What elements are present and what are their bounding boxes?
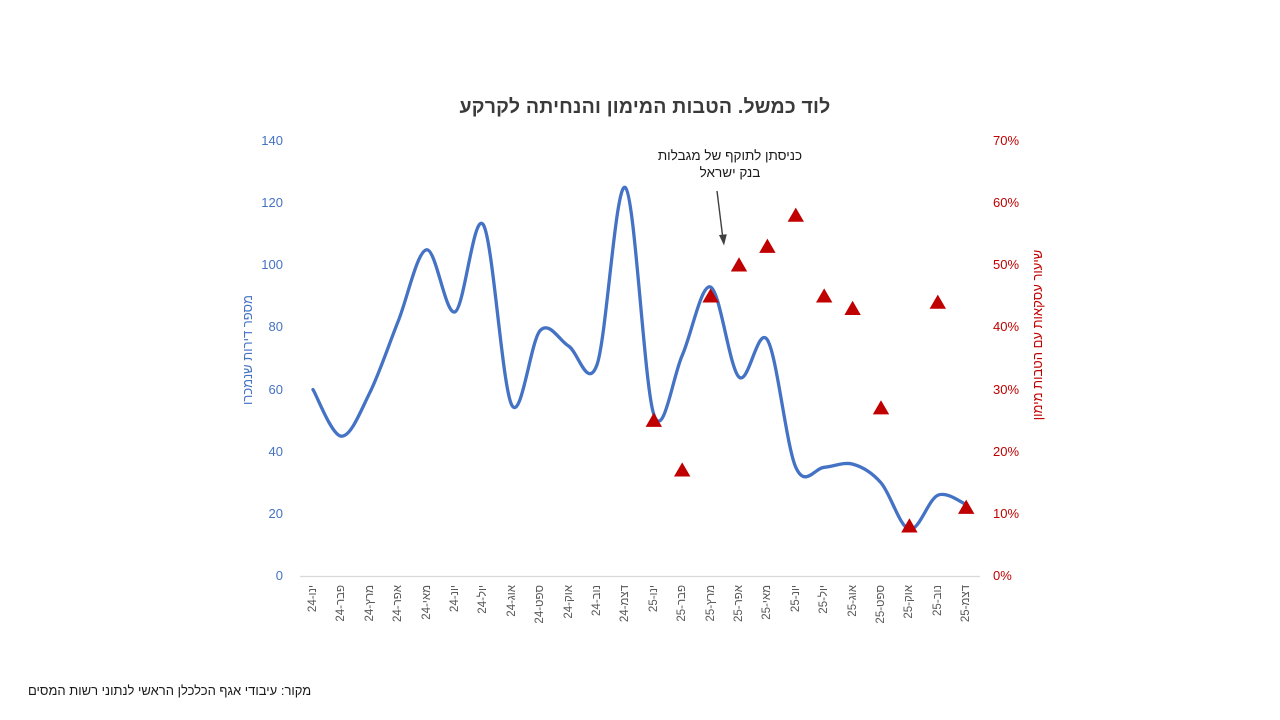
- x-tick-label: יונ-25: [789, 585, 802, 613]
- x-tick-label: אוג-24: [505, 585, 518, 617]
- x-tick-label: אפר-25: [733, 585, 745, 623]
- y-axis-right-title: שיעור עסקאות עם הטבות מימון: [1030, 249, 1045, 421]
- financing-share-marker: [844, 300, 861, 315]
- x-tick-label: אפר-24: [392, 585, 405, 623]
- y-right-tick-label: 50%: [993, 257, 1020, 273]
- financing-share-marker: [958, 499, 975, 514]
- y-right-tick-label: 60%: [993, 195, 1020, 211]
- y-left-tick-label: 100: [261, 257, 283, 273]
- annotation-arrow: [716, 190, 724, 237]
- x-tick-label: מאי-25: [761, 585, 774, 620]
- y-left-tick-label: 120: [261, 195, 283, 211]
- sales-line: [311, 185, 968, 532]
- y-left-tick-label: 40: [268, 443, 283, 459]
- x-tick-label: מרץ-25: [704, 585, 717, 622]
- x-tick-label: ינו-24: [307, 585, 319, 613]
- y-left-tick-label: 80: [268, 319, 283, 335]
- x-tick-label: נוב-24: [591, 585, 603, 616]
- x-tick-label: נוב-25: [931, 585, 944, 616]
- x-tick-label: מאי-24: [420, 585, 433, 620]
- y-right-tick-label: 0%: [993, 568, 1012, 583]
- y-left-tick-label: 60: [268, 381, 283, 397]
- annotation-text: כניסתן לתוקף של מגבלות בנק ישראל: [640, 147, 820, 181]
- line-series: [311, 185, 968, 532]
- x-tick-label: דצמ-24: [619, 585, 632, 623]
- financing-share-marker: [702, 288, 719, 303]
- y-right-tick-label: 40%: [993, 319, 1020, 335]
- financing-share-marker: [929, 294, 946, 309]
- financing-share-marker: [816, 288, 833, 303]
- x-tick-label: פבר-25: [676, 585, 689, 622]
- x-tick-label: יול-24: [477, 585, 490, 614]
- y-left-tick-label: 0: [275, 568, 283, 583]
- x-tick-label: מרץ-24: [363, 585, 376, 622]
- scatter-series: [645, 207, 975, 533]
- financing-share-marker: [787, 207, 804, 222]
- y-right-tick-label: 20%: [993, 443, 1020, 459]
- x-tick-label: יול-25: [818, 585, 831, 614]
- financing-share-marker: [645, 412, 662, 427]
- y-left-tick-label: 20: [268, 505, 283, 521]
- x-tick-label: יונ-24: [449, 585, 461, 613]
- financing-share-marker: [730, 257, 748, 272]
- y-right-tick-label: 30%: [993, 381, 1020, 397]
- x-tick-label: ספט-24: [534, 585, 547, 624]
- y-right-tick-label: 10%: [993, 505, 1020, 521]
- x-tick-label: דצמ-25: [960, 585, 973, 623]
- x-tick-label: אוק-24: [562, 585, 575, 619]
- financing-share-marker: [901, 518, 918, 533]
- financing-share-marker: [674, 462, 691, 477]
- y-left-tick-label: 140: [261, 133, 283, 148]
- x-tick-label: ינו-25: [647, 585, 660, 613]
- y-right-tick-label: 70%: [993, 133, 1020, 148]
- x-tick-label: פבר-24: [335, 585, 348, 622]
- annotation-line-2: בנק ישראל: [699, 165, 761, 180]
- x-tick-label: אוג-25: [846, 585, 859, 617]
- x-tick-label: ספט-25: [875, 585, 887, 624]
- financing-share-marker: [759, 238, 776, 253]
- annotation-line-1: כניסתן לתוקף של מגבלות: [657, 148, 803, 163]
- x-tick-label: אוק-25: [903, 585, 916, 619]
- financing-share-marker: [872, 400, 890, 415]
- source-note: מקור: עיבודי אגף הכלכלן הראשי לנתוני רשו…: [28, 683, 312, 698]
- y-axis-left-title: מספר דירות שנמכרו: [240, 295, 255, 405]
- chart-title: לוד כמשל. הטבות המימון והנחיתה לקרקע: [459, 96, 831, 118]
- annotation-arrowhead: [719, 234, 727, 246]
